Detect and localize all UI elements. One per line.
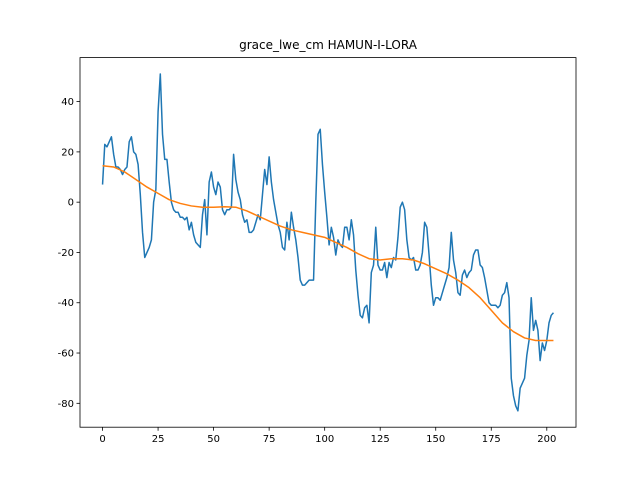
line-series — [101, 73, 555, 412]
x-tick-label: 150 — [426, 434, 445, 445]
x-tick-label: 0 — [99, 434, 105, 445]
chart-title: grace_lwe_cm HAMUN-I-LORA — [239, 38, 418, 52]
x-tick-label: 100 — [315, 434, 334, 445]
x-tick-label: 175 — [482, 434, 501, 445]
x-tick-label: 50 — [207, 434, 220, 445]
y-tick-label: 20 — [61, 147, 74, 158]
y-tick-label: -20 — [58, 248, 74, 259]
y-tick-label: 0 — [68, 198, 74, 209]
y-tick-label: -60 — [58, 349, 74, 360]
y-tick-label: -80 — [58, 399, 74, 410]
x-tick-label: 75 — [263, 434, 276, 445]
x-tick-label: 25 — [152, 434, 165, 445]
x-tick-label: 125 — [371, 434, 390, 445]
x-tick-label: 200 — [537, 434, 556, 445]
line-series — [102, 164, 554, 342]
y-tick-label: -40 — [58, 298, 74, 309]
y-tick-label: 40 — [61, 97, 74, 108]
axes-frame — [79, 57, 577, 428]
